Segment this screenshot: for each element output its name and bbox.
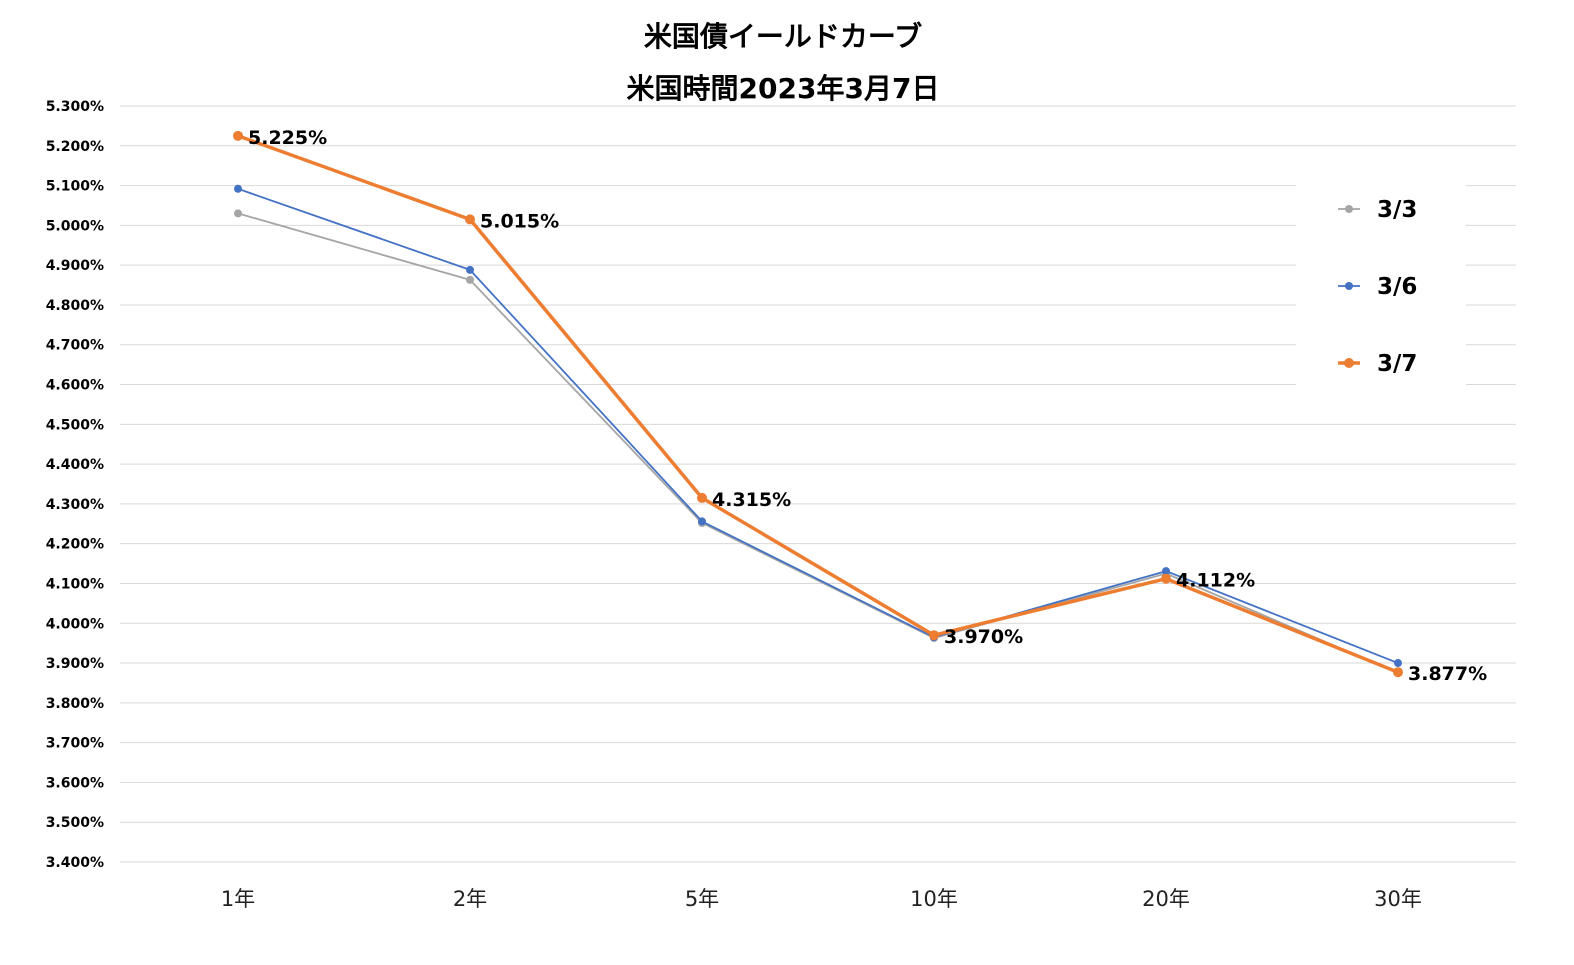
legend-box [1296,180,1466,386]
data-labels: 5.225% 5.015% 4.315% 3.970% 4.112% 3.877% [248,127,1487,685]
data-point [1393,667,1403,678]
data-point [929,630,939,641]
legend-label: 3/7 [1377,351,1417,377]
chart-title: 米国債イールドカーブ [644,20,922,53]
y-tick-label: 4.500% [46,417,104,433]
legend-marker [1345,205,1353,213]
y-tick-label: 3.900% [46,656,104,672]
y-tick-label: 5.000% [46,218,104,234]
y-tick-label: 4.900% [46,258,104,274]
y-tick-label: 5.100% [46,179,104,195]
data-label: 4.112% [1176,570,1255,592]
y-tick-label: 3.700% [46,736,104,752]
series-3 [233,130,1403,678]
series-2 [234,184,1402,668]
data-point [234,209,242,218]
y-tick-label: 4.400% [46,457,104,473]
x-tick-label: 20年 [1142,887,1190,911]
y-tick-label: 3.800% [46,696,104,712]
x-axis-ticks: 1年 2年 5年 10年 20年 30年 [221,887,1422,911]
data-point [1394,659,1402,668]
series-1 [234,209,1402,677]
data-label: 5.015% [480,210,559,232]
chart-subtitle: 米国時間2023年3月7日 [627,72,940,105]
series-lines [233,130,1403,678]
series-line [237,212,1399,674]
data-point [234,184,242,193]
y-tick-label: 4.800% [46,298,104,314]
y-tick-label: 3.600% [46,775,104,791]
y-tick-label: 4.300% [46,497,104,513]
x-tick-label: 5年 [685,887,719,911]
y-tick-label: 4.600% [46,378,104,394]
gridlines [120,105,1516,863]
y-tick-label: 5.200% [46,139,104,155]
data-point [233,130,243,141]
series-line [237,134,1399,674]
data-point [698,517,706,526]
data-label: 5.225% [248,127,327,149]
y-tick-label: 3.400% [46,855,104,871]
x-tick-label: 1年 [221,887,255,911]
legend-label: 3/3 [1377,197,1417,223]
legend-marker [1344,358,1354,368]
y-tick-label: 5.300% [46,99,104,115]
y-tick-label: 4.100% [46,576,104,592]
x-tick-label: 10年 [910,887,958,911]
data-label: 3.970% [944,626,1023,648]
x-tick-label: 30年 [1374,887,1422,911]
data-point [1161,573,1171,584]
data-point [1162,567,1170,576]
legend-item-3: 3/7 [1338,351,1417,377]
data-point [466,275,474,284]
y-tick-label: 4.700% [46,338,104,354]
legend: 3/3 3/6 3/7 [1296,180,1466,386]
x-tick-label: 2年 [453,887,487,911]
y-tick-label: 4.200% [46,537,104,553]
data-point [697,492,707,503]
data-label: 4.315% [712,489,791,511]
legend-item-1: 3/3 [1338,197,1417,223]
legend-label: 3/6 [1377,274,1417,300]
y-tick-label: 4.000% [46,616,104,632]
legend-item-2: 3/6 [1338,274,1417,300]
data-point [466,265,474,274]
y-axis-ticks: 3.400% 3.500% 3.600% 3.700% 3.800% 3.900% 4.00… [46,99,104,871]
data-label: 3.877% [1408,663,1487,685]
data-point [465,214,475,225]
legend-marker [1345,282,1353,290]
series-line [237,187,1399,664]
y-tick-label: 3.500% [46,815,104,831]
